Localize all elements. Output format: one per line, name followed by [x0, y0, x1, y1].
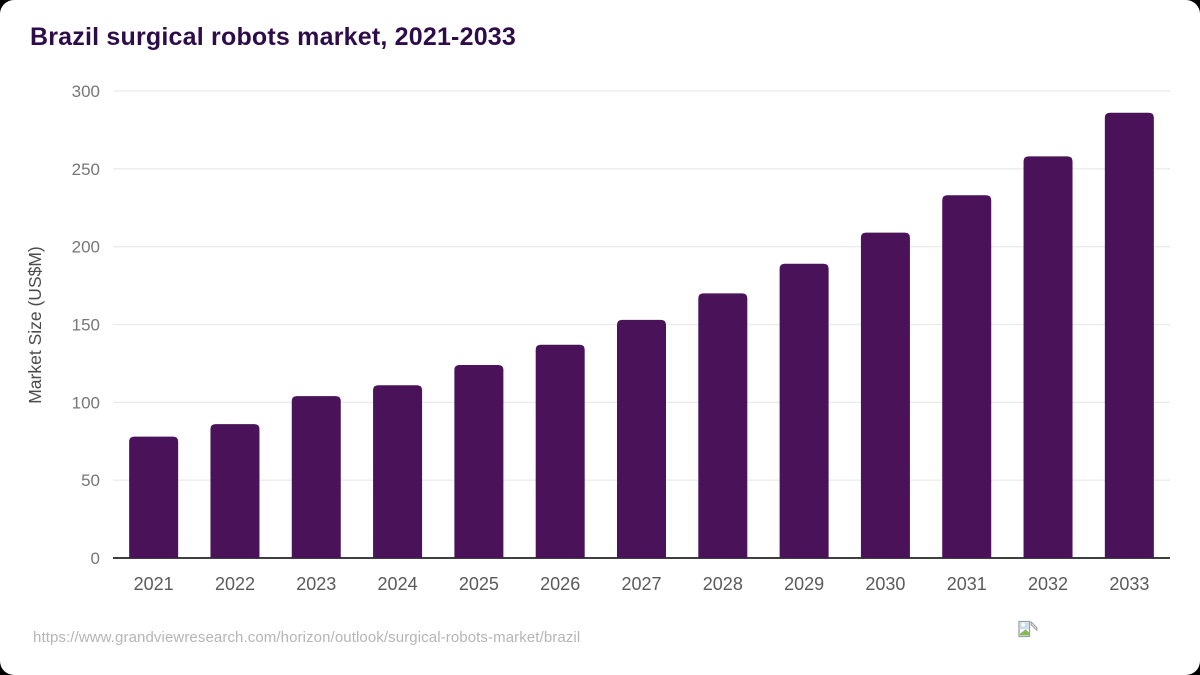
bar-2029[interactable] [779, 263, 829, 558]
x-tick-label: 2028 [703, 574, 743, 594]
x-tick-label: 2032 [1028, 574, 1068, 594]
y-tick-label: 300 [72, 82, 100, 101]
x-tick-label: 2025 [459, 574, 499, 594]
bar-2022[interactable] [210, 424, 260, 558]
y-tick-label: 0 [91, 549, 100, 568]
bar-2023[interactable] [291, 396, 341, 558]
y-tick-label: 150 [72, 316, 100, 335]
x-tick-label: 2033 [1109, 574, 1149, 594]
chart-title: Brazil surgical robots market, 2021-2033 [30, 23, 517, 51]
x-tick-label: 2026 [540, 574, 580, 594]
y-axis-title: Market Size (US$M) [25, 246, 45, 404]
bar-2032[interactable] [1023, 156, 1073, 558]
x-tick-label: 2023 [296, 574, 336, 594]
bar-2021[interactable] [129, 436, 179, 558]
x-tick-label: 2024 [378, 574, 418, 594]
bar-2025[interactable] [454, 364, 504, 558]
x-tick-label: 2029 [784, 574, 824, 594]
bar-2024[interactable] [373, 385, 423, 558]
bar-2030[interactable] [860, 232, 910, 558]
y-tick-label: 250 [72, 160, 100, 179]
bar-2028[interactable] [698, 293, 748, 558]
bar-2031[interactable] [942, 195, 992, 558]
source-url: https://www.grandviewresearch.com/horizo… [33, 629, 581, 646]
bar-2026[interactable] [535, 344, 585, 558]
y-tick-label: 100 [72, 393, 100, 412]
broken-image-icon [1018, 620, 1038, 638]
x-tick-label: 2030 [865, 574, 905, 594]
bar-2033[interactable] [1104, 112, 1154, 558]
y-tick-label: 50 [81, 471, 100, 490]
y-tick-label: 200 [72, 238, 100, 257]
x-tick-label: 2022 [215, 574, 255, 594]
bar-2027[interactable] [617, 319, 666, 558]
x-tick-label: 2027 [621, 574, 661, 594]
x-tick-label: 2021 [134, 574, 174, 594]
x-tick-label: 2031 [947, 574, 987, 594]
